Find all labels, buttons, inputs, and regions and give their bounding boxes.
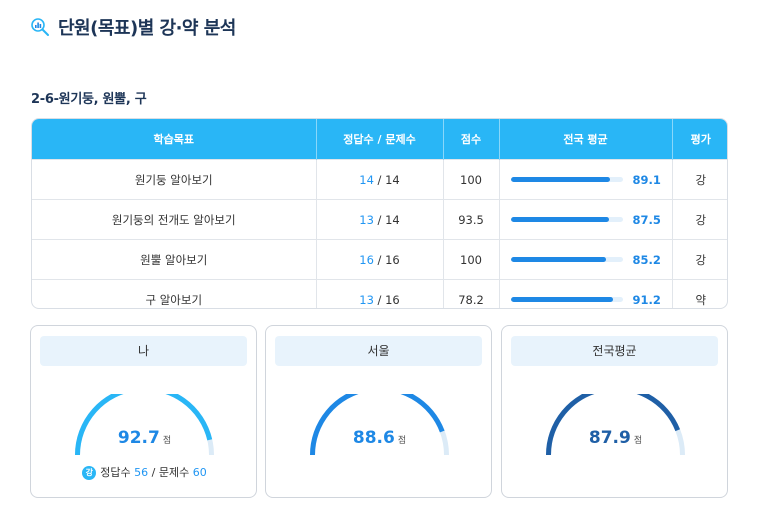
section-title: 2-6-원기둥, 원뿔, 구	[31, 92, 147, 107]
score-gauge	[546, 394, 685, 456]
table-row: 구 알아보기 13 / 16 78.2 91.2 약	[32, 279, 727, 308]
avg-value: 89.1	[632, 172, 661, 187]
avg-bar-track	[510, 177, 623, 182]
avg-cell: 87.5	[499, 199, 673, 240]
score-cell: 100	[443, 159, 500, 200]
table-row: 원뿔 알아보기 16 / 16 100 85.2 강	[32, 239, 727, 280]
total-count: 14	[385, 172, 400, 187]
gauge-fill	[75, 394, 213, 456]
correct-total-cell: 16 / 16	[316, 239, 444, 280]
score-gauge	[310, 394, 449, 456]
eval-cell: 강	[672, 159, 727, 200]
score-unit: 점	[397, 436, 407, 446]
correct-total-cell: 13 / 14	[316, 199, 444, 240]
card-label: 전국평균	[511, 336, 718, 366]
header-correct-total: 정답수 / 문제수	[316, 119, 444, 160]
total-count: 60	[192, 466, 207, 479]
avg-cell: 85.2	[499, 239, 673, 280]
analysis-table: 학습목표 정답수 / 문제수 점수 전국 평균 평가 원기둥 알아보기 14 /…	[31, 118, 728, 309]
page-title: 단원(목표)별 강·약 분석	[58, 18, 236, 39]
eval-cell: 강	[672, 239, 727, 280]
avg-bar-fill	[510, 297, 613, 302]
table-header-row: 학습목표 정답수 / 문제수 점수 전국 평균 평가	[32, 119, 727, 160]
gauge-fill	[546, 394, 681, 456]
correct-total-cell: 14 / 14	[316, 159, 444, 200]
card-label: 서울	[275, 336, 482, 366]
correct-count: 14	[359, 172, 374, 187]
score-cell: 78.2	[443, 279, 500, 308]
score-card-national: 전국평균 87.9 점	[501, 325, 728, 498]
score-card-me: 나 92.7 점 강 정답수 56 / 문제수 60	[30, 325, 257, 498]
magnifier-chart-icon	[31, 18, 49, 36]
avg-bar-fill	[510, 177, 611, 182]
avg-bar-track	[510, 257, 623, 262]
correct-label: 정답수	[100, 466, 131, 479]
score-card-seoul: 서울 88.6 점	[265, 325, 492, 498]
score-value: 87.9	[588, 428, 631, 448]
correct-total-cell: 13 / 16	[316, 279, 444, 308]
table-row: 원기둥 알아보기 14 / 14 100 89.1 강	[32, 159, 727, 200]
correct-count: 13	[359, 292, 374, 307]
total-count: 16	[385, 252, 400, 267]
goal-cell: 원뿔 알아보기	[32, 239, 317, 280]
header-goal: 학습목표	[32, 119, 317, 160]
total-count: 14	[385, 212, 400, 227]
correct-count: 13	[359, 212, 374, 227]
avg-bar-fill	[510, 257, 606, 262]
avg-bar-track	[510, 297, 623, 302]
score-unit: 점	[162, 436, 172, 446]
score-gauge	[75, 394, 214, 456]
correct-count: 16	[359, 252, 374, 267]
goal-cell: 원기둥 알아보기	[32, 159, 317, 200]
avg-bar-fill	[510, 217, 609, 222]
table-row: 원기둥의 전개도 알아보기 13 / 14 93.5 87.5 강	[32, 199, 727, 240]
score-cell: 93.5	[443, 199, 500, 240]
eval-cell: 약	[672, 279, 727, 308]
header-national-avg: 전국 평균	[499, 119, 673, 160]
header-score: 점수	[443, 119, 500, 160]
goal-cell: 원기둥의 전개도 알아보기	[32, 199, 317, 240]
avg-value: 91.2	[632, 292, 661, 307]
page-header: 단원(목표)별 강·약 분석	[30, 14, 236, 40]
card-footer: 강 정답수 56 / 문제수 60	[31, 464, 258, 480]
avg-cell: 91.2	[499, 279, 673, 308]
eval-cell: 강	[672, 199, 727, 240]
correct-count: 56	[134, 466, 149, 479]
goal-cell: 구 알아보기	[32, 279, 317, 308]
avg-value: 85.2	[632, 252, 661, 267]
score-value: 88.6	[352, 428, 395, 448]
score-cell: 100	[443, 239, 500, 280]
score-unit: 점	[633, 436, 643, 446]
eval-badge: 강	[82, 466, 97, 480]
total-count: 16	[385, 292, 400, 307]
card-label: 나	[40, 336, 247, 366]
avg-value: 87.5	[632, 212, 661, 227]
avg-bar-track	[510, 217, 623, 222]
total-label: 문제수	[158, 466, 190, 479]
score-display: 92.7 점	[31, 428, 258, 448]
header-eval: 평가	[672, 119, 727, 160]
gauge-fill	[310, 394, 445, 456]
score-display: 87.9 점	[502, 428, 729, 448]
score-display: 88.6 점	[266, 428, 493, 448]
score-value: 92.7	[117, 428, 160, 448]
avg-cell: 89.1	[499, 159, 673, 200]
